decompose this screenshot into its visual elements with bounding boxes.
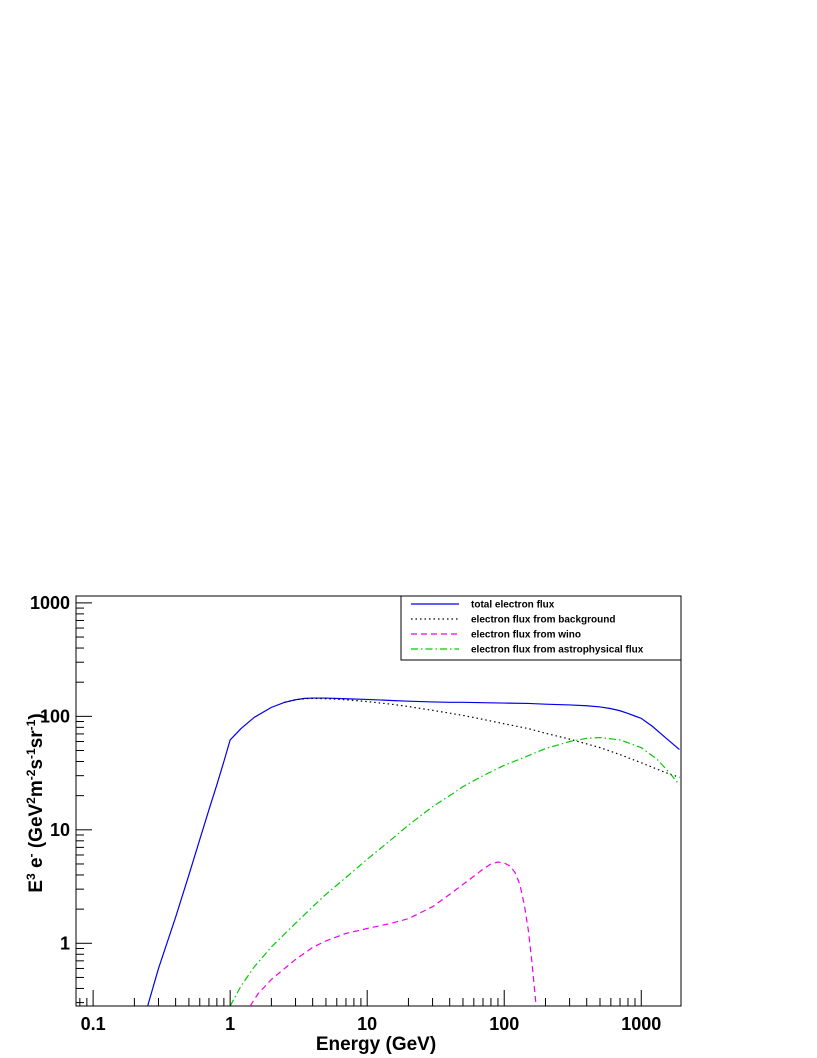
plot-border [75, 595, 682, 1007]
tick-labels: 0.1 1 10 100 1000 1 10 100 1000 [30, 593, 661, 1034]
y-title-sup: - [24, 853, 38, 857]
y-title-part: s [26, 759, 47, 770]
legend: total electron flux electron flux from ba… [400, 595, 682, 661]
legend-entry: electron flux from astrophysical flux [471, 645, 644, 656]
y-title-part: (GeV [26, 803, 47, 853]
plot-frame [75, 595, 682, 1007]
y-title-sup: -1 [24, 748, 38, 759]
y-title-part: E [26, 880, 47, 893]
y-title-part: m [26, 780, 47, 797]
x-tick-label: 1 [225, 1014, 235, 1034]
series-layer [147, 697, 680, 1006]
legend-box [400, 595, 682, 661]
axis-ticks [76, 602, 642, 1006]
series-line-2 [284, 697, 680, 778]
y-title-part: e [26, 857, 47, 873]
legend-entry: electron flux from wino [471, 630, 581, 641]
y-axis-title: E3 e- (GeV2m-2s-1sr-1) [24, 713, 47, 892]
x-tick-label: 100 [489, 1014, 519, 1034]
x-axis-title: Energy (GeV) [316, 1034, 436, 1055]
x-tick-label: 10 [357, 1014, 377, 1034]
y-title-sup: 2 [24, 797, 38, 804]
y-title-sup: -2 [24, 769, 38, 780]
y-title-part: sr [26, 730, 47, 749]
series-line-1 [147, 697, 680, 1006]
y-title-sup: 3 [24, 873, 38, 880]
y-tick-label: 1000 [30, 593, 70, 613]
series-line-3 [249, 861, 538, 1006]
y-title-part: ) [26, 713, 47, 719]
y-tick-label: 100 [40, 706, 70, 726]
y-title-sup: -1 [24, 719, 38, 730]
x-tick-label: 1000 [621, 1014, 661, 1034]
x-tick-label: 0.1 [81, 1014, 106, 1034]
legend-entry: electron flux from background [471, 615, 615, 626]
legend-entry: total electron flux [471, 600, 555, 611]
y-tick-label: 10 [50, 820, 70, 840]
series-line-4 [229, 736, 680, 1006]
y-tick-label: 1 [60, 933, 70, 953]
